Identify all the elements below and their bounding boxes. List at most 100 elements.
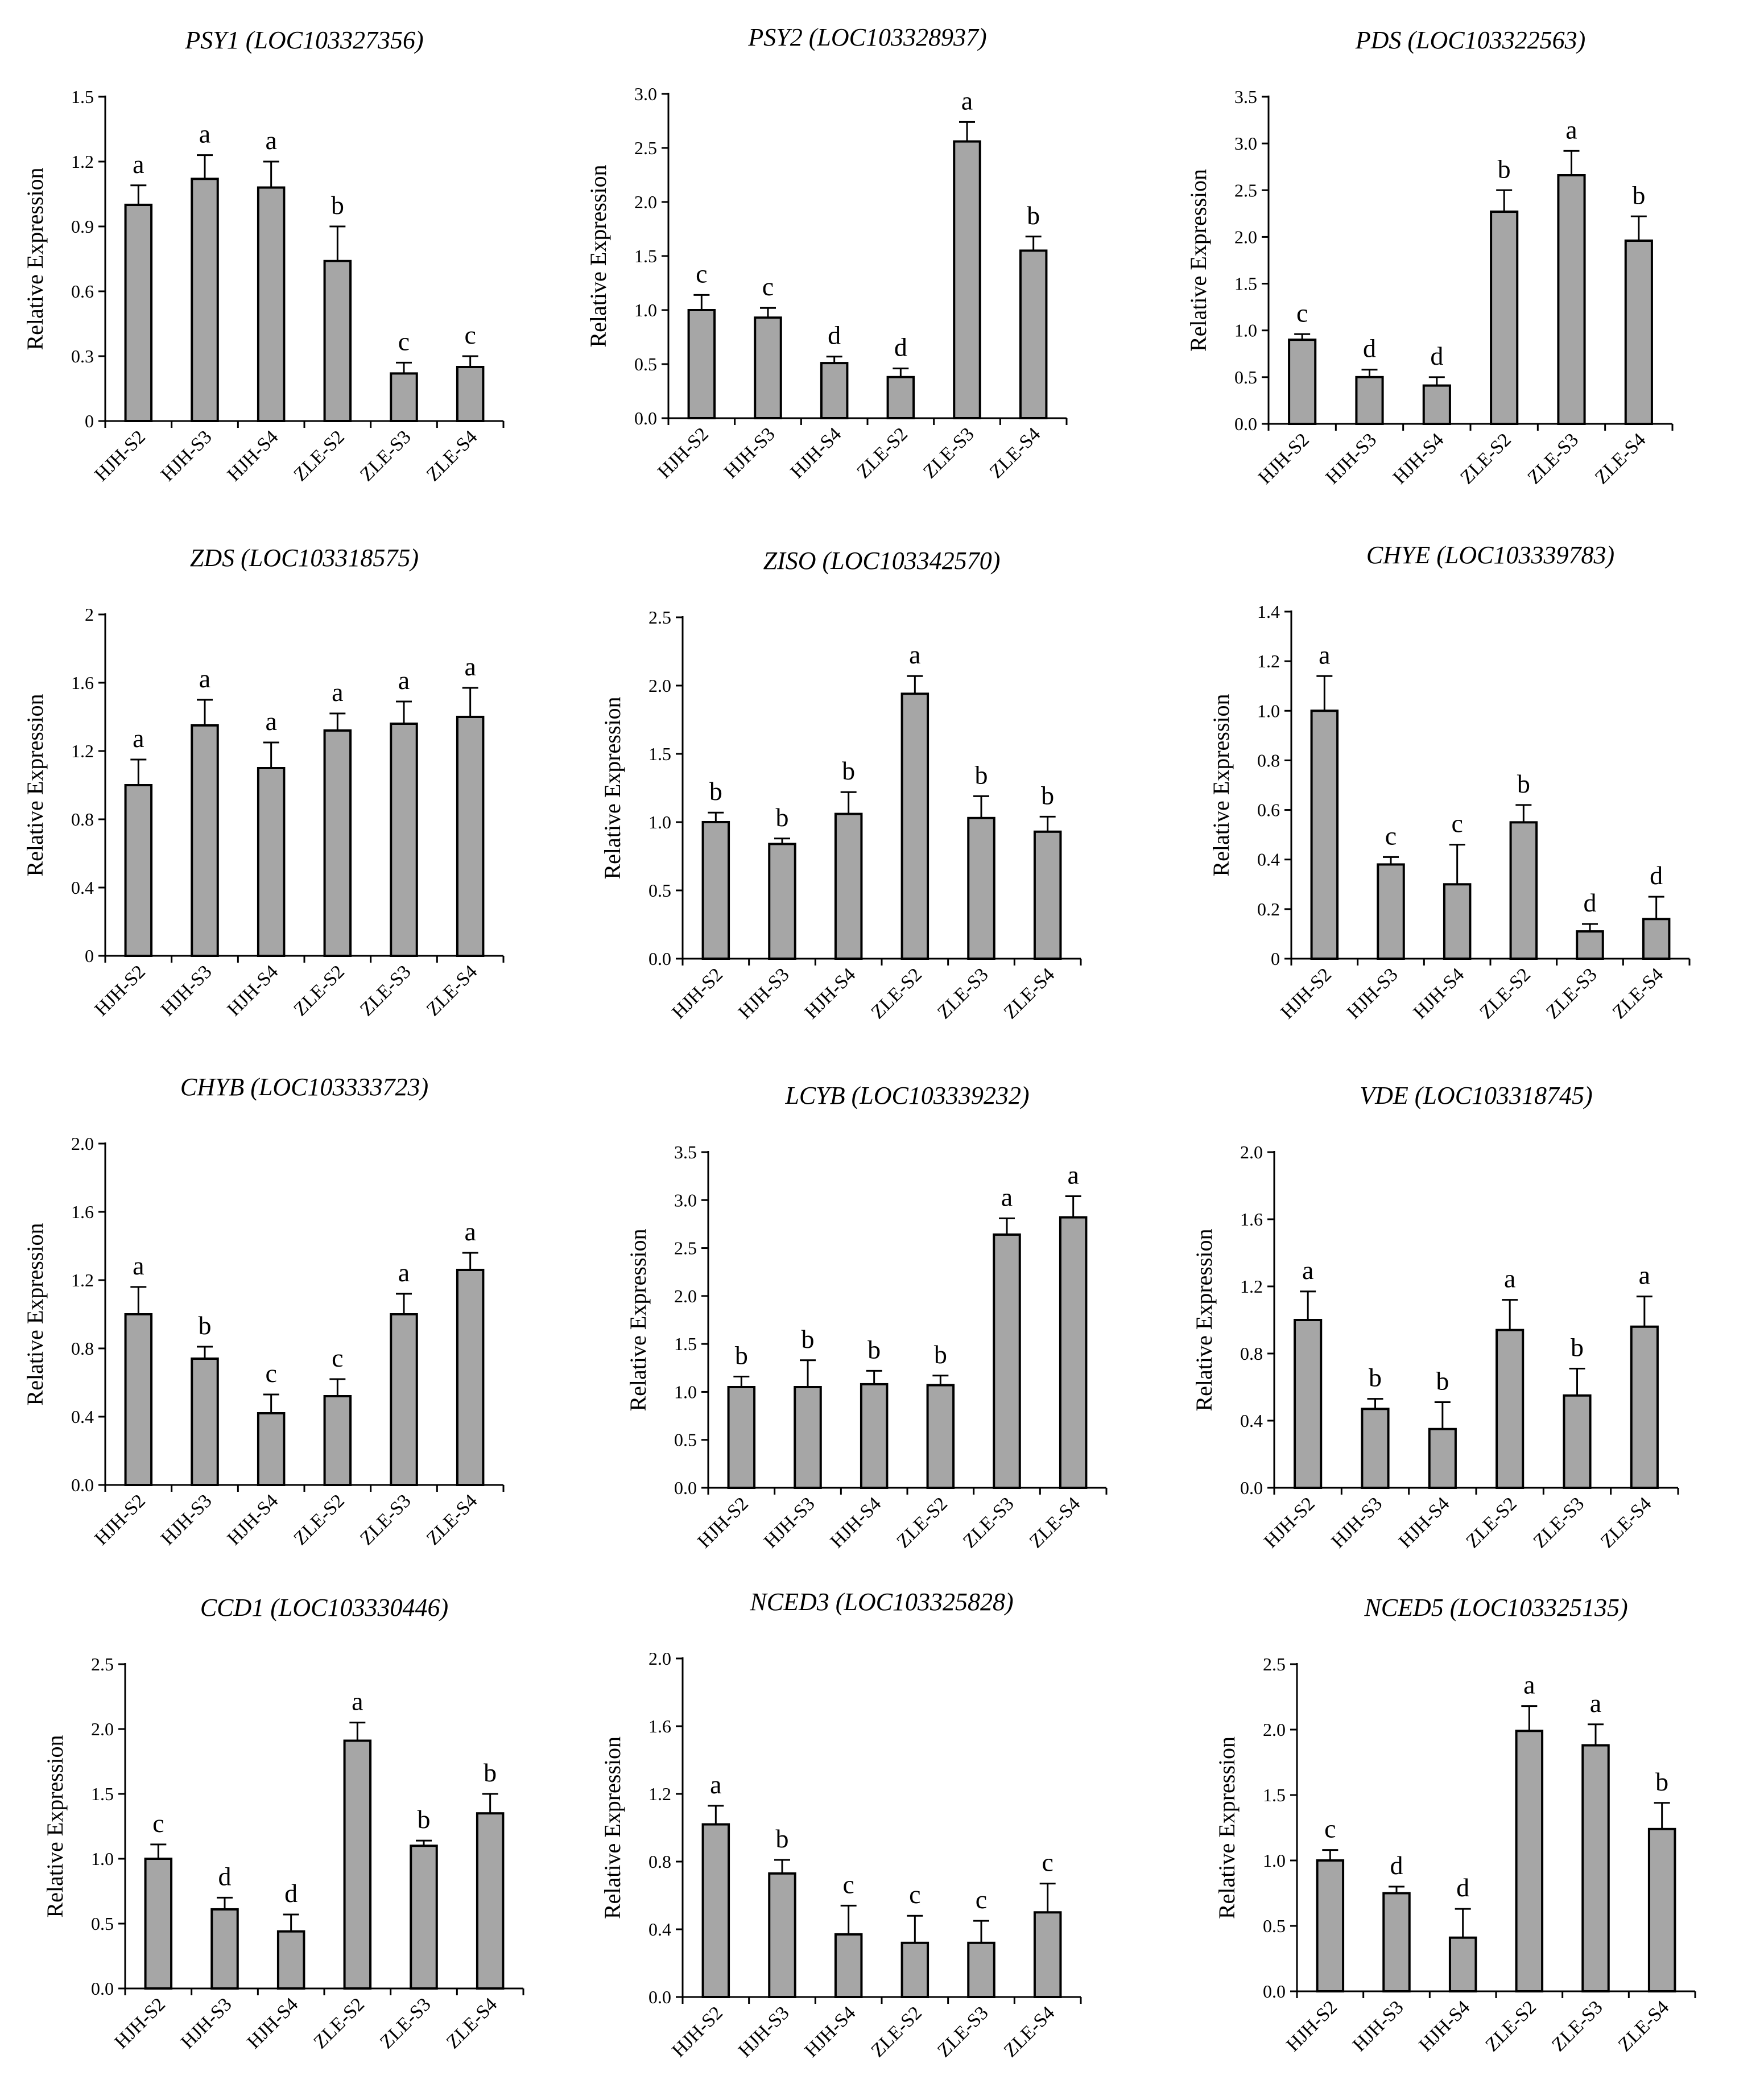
chart-title: PSY1 (LOC103327356) bbox=[184, 26, 423, 54]
category-label: HJH-S2 bbox=[654, 423, 713, 482]
category-label: HJH-S3 bbox=[1322, 429, 1381, 488]
bar bbox=[834, 1933, 863, 1999]
y-tick-label: 1.6 bbox=[71, 1202, 94, 1222]
category-label: HJH-S2 bbox=[1276, 964, 1336, 1023]
y-tick-label: 1.6 bbox=[648, 1716, 671, 1736]
category-label: ZLE-S3 bbox=[356, 426, 415, 485]
y-axis-label: Relative Expression bbox=[600, 696, 625, 879]
bar bbox=[1557, 174, 1586, 425]
category-label: ZLE-S4 bbox=[443, 1994, 502, 2053]
category-label: HJH-S4 bbox=[1389, 429, 1448, 488]
significance-letter: a bbox=[133, 1251, 144, 1280]
bar bbox=[1515, 1730, 1544, 1993]
bar bbox=[1448, 1936, 1477, 1992]
significance-letter: d bbox=[284, 1879, 298, 1908]
y-tick-label: 2.0 bbox=[1240, 1142, 1263, 1162]
bar bbox=[390, 372, 418, 423]
significance-letter: a bbox=[1639, 1261, 1650, 1290]
y-tick-label: 0.4 bbox=[648, 1919, 671, 1940]
y-tick-label: 2.5 bbox=[674, 1238, 697, 1259]
y-tick-label: 0.8 bbox=[1240, 1343, 1263, 1364]
significance-letter: b bbox=[199, 1311, 212, 1340]
y-tick-label: 0.8 bbox=[1257, 750, 1280, 770]
category-label: ZLE-S4 bbox=[1597, 1493, 1656, 1552]
bar bbox=[1355, 376, 1384, 425]
chart-title: NCED5 (LOC103325135) bbox=[1364, 1594, 1627, 1621]
y-tick-label: 2.0 bbox=[1234, 226, 1257, 247]
significance-letter: b bbox=[735, 1340, 748, 1369]
category-label: HJH-S2 bbox=[90, 961, 150, 1020]
category-label: ZLE-S3 bbox=[933, 964, 993, 1023]
category-label: HJH-S4 bbox=[224, 1490, 283, 1549]
y-tick-label: 0.4 bbox=[1240, 1410, 1263, 1431]
bar bbox=[191, 178, 219, 422]
bar bbox=[1563, 1394, 1592, 1489]
y-tick-label: 0.4 bbox=[1257, 849, 1280, 870]
y-tick-label: 0.8 bbox=[71, 809, 94, 830]
y-tick-label: 1.0 bbox=[91, 1849, 114, 1869]
category-label: HJH-S4 bbox=[827, 1493, 886, 1552]
category-label: HJH-S2 bbox=[668, 2002, 727, 2061]
significance-letter: c bbox=[696, 259, 707, 288]
bar bbox=[1059, 1216, 1088, 1490]
significance-letter: c bbox=[842, 1870, 854, 1899]
category-label: ZLE-S2 bbox=[893, 1493, 952, 1552]
chart-title: VDE (LOC103318745) bbox=[1360, 1082, 1592, 1109]
category-label: HJH-S4 bbox=[1415, 1996, 1474, 2056]
bar bbox=[1294, 1319, 1323, 1489]
chart-title: PSY2 (LOC103328937) bbox=[747, 23, 986, 51]
y-tick-label: 0.5 bbox=[634, 354, 657, 374]
y-tick-label: 0.0 bbox=[91, 1978, 114, 1999]
significance-letter: b bbox=[1041, 781, 1054, 810]
chart-panel: ZDS (LOC103318575) Relative Expression 0 0.… bbox=[22, 544, 505, 1020]
significance-letter: b bbox=[418, 1805, 431, 1834]
bar bbox=[191, 1358, 219, 1486]
y-tick-label: 1.5 bbox=[634, 246, 657, 266]
significance-letter: a bbox=[464, 1217, 476, 1246]
bar bbox=[343, 1739, 372, 1990]
bar bbox=[323, 259, 352, 422]
bar bbox=[1647, 1827, 1676, 1993]
significance-letter: b bbox=[776, 1824, 789, 1853]
chart-title: PDS (LOC103322563) bbox=[1355, 26, 1586, 54]
bar bbox=[820, 362, 849, 419]
y-tick-label: 3.5 bbox=[1234, 86, 1257, 107]
y-tick-label: 0.6 bbox=[71, 281, 94, 302]
bar bbox=[1496, 1328, 1525, 1489]
category-label: ZLE-S2 bbox=[1476, 964, 1535, 1023]
significance-letter: d bbox=[894, 333, 907, 362]
significance-letter: a bbox=[1001, 1182, 1013, 1211]
bar bbox=[1316, 1859, 1345, 1992]
significance-letter: a bbox=[265, 707, 276, 736]
y-tick-label: 1.4 bbox=[1257, 601, 1280, 622]
category-label: HJH-S3 bbox=[1349, 1996, 1408, 2056]
significance-letter: a bbox=[1523, 1670, 1535, 1699]
y-tick-label: 3.5 bbox=[674, 1142, 697, 1162]
bar bbox=[1624, 240, 1653, 425]
significance-letter: c bbox=[152, 1809, 164, 1838]
bar bbox=[323, 729, 352, 957]
bar bbox=[456, 716, 485, 957]
bar bbox=[993, 1233, 1021, 1489]
y-tick-label: 1.0 bbox=[648, 812, 671, 832]
bar bbox=[1443, 883, 1472, 960]
significance-letter: b bbox=[331, 191, 344, 220]
category-label: HJH-S4 bbox=[801, 2002, 860, 2061]
bar bbox=[191, 724, 219, 957]
bar bbox=[768, 1872, 796, 1998]
y-tick-label: 1.6 bbox=[71, 672, 94, 693]
category-label: ZLE-S4 bbox=[423, 426, 482, 485]
significance-letter: b bbox=[1498, 154, 1511, 183]
y-tick-label: 0.9 bbox=[71, 216, 94, 237]
y-tick-label: 0.0 bbox=[1234, 414, 1257, 434]
y-axis-label: Relative Expression bbox=[585, 164, 611, 347]
y-tick-label: 2.5 bbox=[1263, 1654, 1286, 1674]
significance-letter: a bbox=[199, 664, 210, 693]
significance-letter: d bbox=[1584, 888, 1597, 917]
significance-letter: d bbox=[1650, 861, 1663, 890]
category-label: HJH-S2 bbox=[693, 1493, 753, 1552]
significance-letter: a bbox=[352, 1687, 363, 1716]
y-tick-label: 2.0 bbox=[71, 1133, 94, 1154]
chart-title: ZISO (LOC103342570) bbox=[763, 547, 1001, 575]
category-label: ZLE-S3 bbox=[1524, 429, 1583, 488]
